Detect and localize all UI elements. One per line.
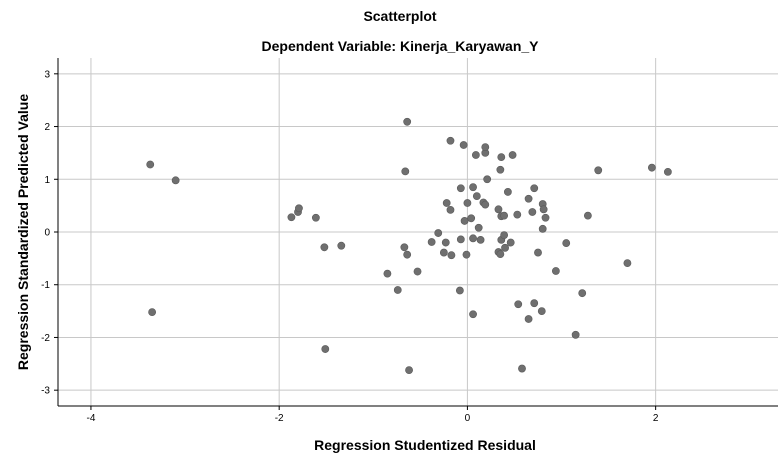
data-point [403, 117, 412, 126]
data-point [518, 364, 526, 373]
data-point [500, 211, 509, 220]
data-point [474, 223, 483, 232]
data-point [469, 234, 477, 243]
data-point [663, 167, 672, 176]
data-point [503, 188, 512, 196]
data-point [524, 315, 533, 323]
data-point [497, 153, 506, 162]
data-point [530, 299, 539, 308]
x-tick-label: -4 [86, 413, 95, 424]
data-point [528, 208, 537, 216]
data-point [469, 183, 477, 192]
y-tick-label: -3 [41, 386, 50, 397]
data-point [459, 141, 468, 149]
data-point [496, 165, 505, 174]
data-point [287, 213, 296, 222]
axes [54, 58, 778, 410]
data-point [524, 194, 533, 203]
data-point [471, 151, 480, 159]
data-points [146, 117, 672, 375]
data-point [513, 210, 522, 219]
data-point [551, 267, 560, 275]
data-point [148, 308, 157, 317]
data-point [320, 243, 329, 252]
data-point [456, 235, 465, 244]
data-point [501, 243, 509, 252]
data-point [146, 160, 155, 169]
data-point [427, 238, 436, 246]
data-point [442, 199, 451, 207]
data-point [460, 217, 469, 225]
data-point [393, 286, 402, 294]
data-point [506, 238, 515, 247]
grid-lines [58, 58, 778, 406]
data-point [401, 167, 410, 176]
data-point [647, 163, 656, 172]
data-point [578, 289, 587, 298]
data-point [472, 192, 481, 201]
data-point [500, 231, 509, 240]
data-point [321, 345, 330, 353]
tick-labels: -4 -2 0 2 3 2 1 0 -1 -2 -3 [41, 69, 659, 424]
data-point [494, 205, 503, 214]
data-point [403, 250, 412, 259]
x-tick-label: 2 [653, 413, 659, 424]
data-point [583, 211, 592, 220]
data-point [337, 241, 346, 250]
data-point [434, 229, 443, 237]
data-point [537, 307, 546, 315]
data-point [481, 200, 490, 209]
chart-subtitle: Dependent Variable: Kinerja_Karyawan_Y [262, 38, 540, 54]
data-point [455, 286, 464, 295]
data-point [538, 224, 547, 233]
data-point [534, 248, 542, 257]
data-point [496, 250, 505, 259]
data-point [469, 310, 477, 319]
data-point [594, 166, 603, 175]
data-point [405, 366, 413, 375]
data-point [413, 267, 422, 276]
data-point [441, 238, 450, 247]
data-point [456, 184, 465, 193]
data-point [539, 205, 548, 214]
y-axis-title: Regression Standardized Predicted Value [15, 94, 31, 370]
data-point [463, 199, 472, 207]
x-tick-label: 0 [465, 413, 471, 424]
x-tick-label: -2 [275, 413, 284, 424]
data-point [476, 236, 485, 244]
data-point [508, 151, 517, 159]
data-point [400, 243, 409, 252]
data-point [446, 136, 455, 145]
data-point [295, 204, 303, 213]
data-point [439, 248, 448, 257]
data-point [481, 143, 490, 152]
data-point [311, 213, 320, 222]
x-axis-title: Regression Studentized Residual [314, 437, 536, 453]
y-tick-label: 1 [44, 175, 50, 186]
data-point [447, 251, 456, 260]
data-point [514, 300, 523, 309]
y-tick-label: -1 [41, 280, 50, 291]
data-point [171, 176, 180, 185]
chart-title: Scatterplot [363, 8, 436, 24]
data-point [462, 250, 471, 259]
data-point [571, 330, 580, 339]
data-point [467, 214, 476, 223]
y-tick-label: 3 [44, 69, 50, 80]
data-point [383, 269, 392, 278]
y-tick-label: -2 [41, 333, 50, 344]
y-tick-label: 0 [44, 228, 50, 239]
data-point [541, 213, 550, 222]
data-point [446, 205, 455, 214]
data-point [623, 259, 632, 268]
data-point [483, 175, 492, 184]
y-tick-label: 2 [44, 122, 50, 133]
data-point [562, 239, 571, 247]
data-point [530, 184, 539, 193]
